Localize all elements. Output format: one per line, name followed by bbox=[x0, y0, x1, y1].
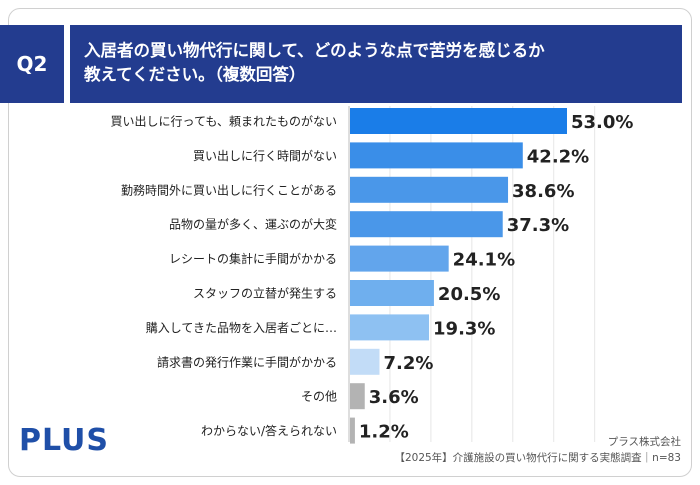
category-label: レシートの集計に手間がかかる bbox=[169, 251, 337, 266]
question-title-line2: 教えてください。（複数回答） bbox=[84, 65, 306, 84]
category-label: 買い出しに行っても、頼まれたものがない bbox=[111, 114, 337, 129]
category-label: スタッフの立替が発生する bbox=[193, 286, 337, 301]
bar bbox=[350, 108, 567, 134]
bar bbox=[350, 245, 449, 272]
category-label: 購入してきた品物を入居者ごとに… bbox=[146, 320, 337, 335]
bar bbox=[350, 417, 355, 444]
value-label: 1.2% bbox=[359, 422, 409, 443]
company-name: プラス株式会社 bbox=[607, 436, 681, 448]
bar bbox=[350, 348, 380, 375]
plus-logo: PLUS bbox=[19, 423, 110, 458]
survey-source: 【2025年】介護施設の買い物代行に関する実態調査｜n=83 bbox=[394, 452, 681, 464]
value-label: 42.2% bbox=[527, 146, 589, 167]
value-label: 3.6% bbox=[369, 387, 419, 408]
bar bbox=[350, 280, 434, 306]
bar bbox=[350, 142, 523, 169]
question-title: 入居者の買い物代行に関して、どのような点で苦労を感じるか 教えてください。（複数… bbox=[70, 25, 682, 103]
question-badge: Q2 bbox=[0, 25, 64, 103]
category-label: わからない/答えられない bbox=[201, 423, 337, 438]
bar bbox=[350, 383, 365, 410]
bar bbox=[350, 176, 509, 203]
category-label: その他 bbox=[301, 390, 337, 404]
value-label: 20.5% bbox=[438, 284, 500, 305]
bar bbox=[350, 314, 430, 341]
bar bbox=[350, 211, 503, 238]
question-title-line1: 入居者の買い物代行に関して、どのような点で苦労を感じるか bbox=[84, 41, 545, 60]
category-label: 勤務時間外に買い出しに行くことがある bbox=[121, 182, 337, 197]
value-label: 38.6% bbox=[512, 181, 574, 202]
category-label: 請求書の発行作業に手間がかかる bbox=[157, 354, 337, 369]
value-label: 24.1% bbox=[453, 250, 515, 271]
category-label: 品物の量が多く、運ぶのが大変 bbox=[169, 217, 337, 232]
value-label: 19.3% bbox=[433, 318, 495, 339]
value-label: 53.0% bbox=[571, 112, 633, 133]
value-label: 7.2% bbox=[383, 353, 433, 374]
category-label: 買い出しに行く時間がない bbox=[193, 148, 337, 163]
value-label: 37.3% bbox=[507, 215, 569, 236]
